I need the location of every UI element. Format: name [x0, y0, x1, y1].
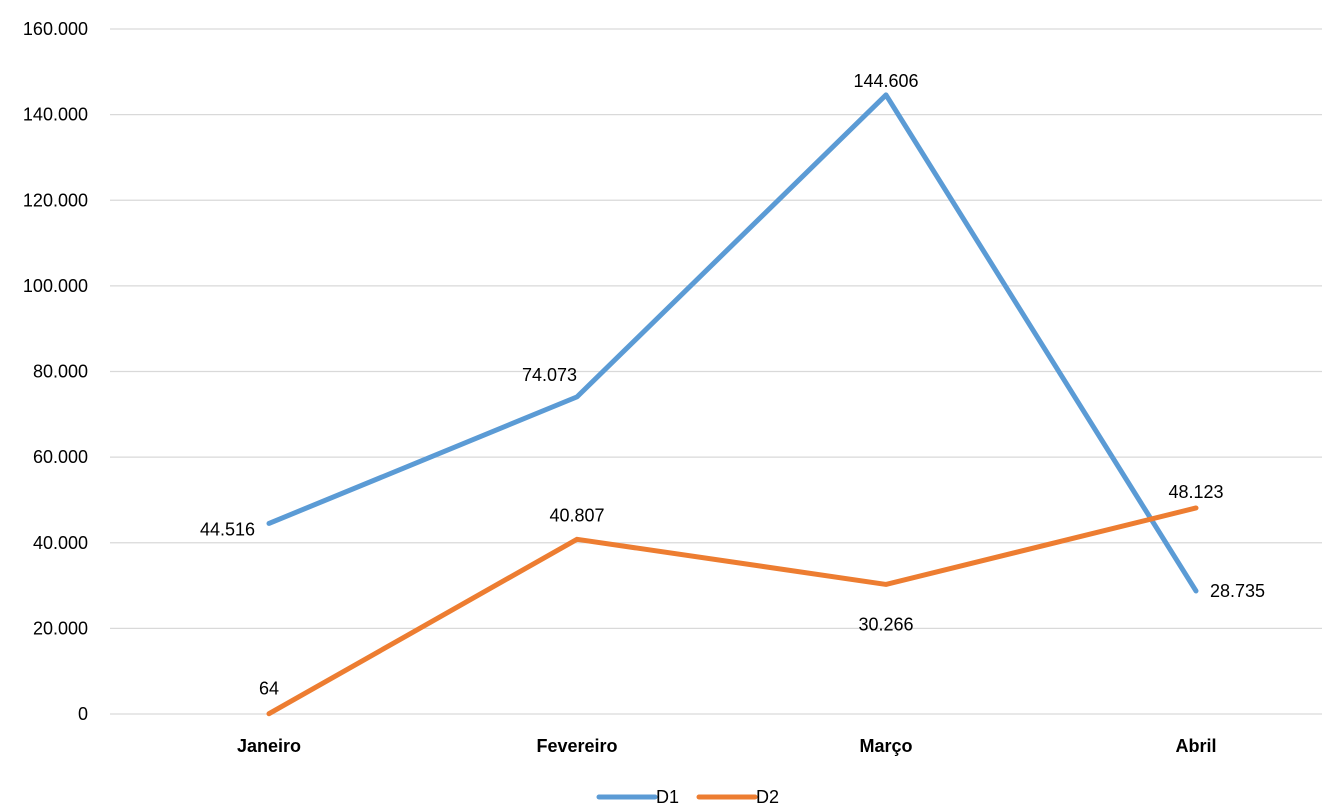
x-category-label: Março [859, 736, 912, 756]
data-labels-d1: 44.516 74.073 144.606 28.735 [200, 71, 1265, 601]
y-tick-label: 140.000 [23, 105, 88, 125]
data-label: 28.735 [1210, 581, 1265, 601]
data-label: 44.516 [200, 519, 255, 539]
data-label: 64 [259, 679, 279, 699]
y-tick-label: 20.000 [33, 618, 88, 638]
x-category-label: Janeiro [237, 736, 301, 756]
y-tick-label: 100.000 [23, 276, 88, 296]
x-category-label: Fevereiro [536, 736, 617, 756]
legend-item-d1: D1 [596, 787, 679, 806]
x-category-label: Abril [1175, 736, 1216, 756]
series-line-d1 [266, 92, 1199, 594]
y-tick-label: 40.000 [33, 533, 88, 553]
series-line-d2 [266, 505, 1199, 717]
data-label: 40.807 [549, 505, 604, 525]
y-gridlines [110, 28, 1322, 715]
legend-label: D1 [656, 787, 679, 806]
data-label: 48.123 [1168, 482, 1223, 502]
data-labels-d2: 64 40.807 30.266 48.123 [259, 482, 1224, 699]
legend: D1 D2 [596, 787, 779, 806]
legend-label: D2 [756, 787, 779, 806]
data-label: 144.606 [853, 71, 918, 91]
y-axis-tick-labels: 0 20.000 40.000 60.000 80.000 100.000 120.000 1… [23, 19, 88, 724]
legend-item-d2: D2 [696, 787, 779, 806]
y-tick-label: 0 [78, 704, 88, 724]
data-label: 30.266 [858, 614, 913, 634]
y-tick-label: 120.000 [23, 190, 88, 210]
x-axis-category-labels: Janeiro Fevereiro Março Abril [237, 736, 1217, 756]
y-tick-label: 160.000 [23, 19, 88, 39]
data-label: 74.073 [522, 365, 577, 385]
y-tick-label: 60.000 [33, 447, 88, 467]
y-tick-label: 80.000 [33, 362, 88, 382]
